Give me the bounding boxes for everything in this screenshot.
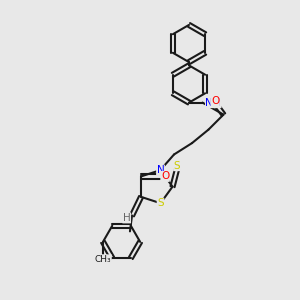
Text: O: O (211, 96, 219, 106)
Text: NH: NH (206, 98, 221, 108)
Text: N: N (157, 165, 164, 175)
Text: H: H (123, 213, 130, 223)
Text: S: S (174, 160, 180, 171)
Text: S: S (157, 198, 164, 208)
Text: CH₃: CH₃ (94, 255, 111, 264)
Text: O: O (161, 171, 169, 182)
